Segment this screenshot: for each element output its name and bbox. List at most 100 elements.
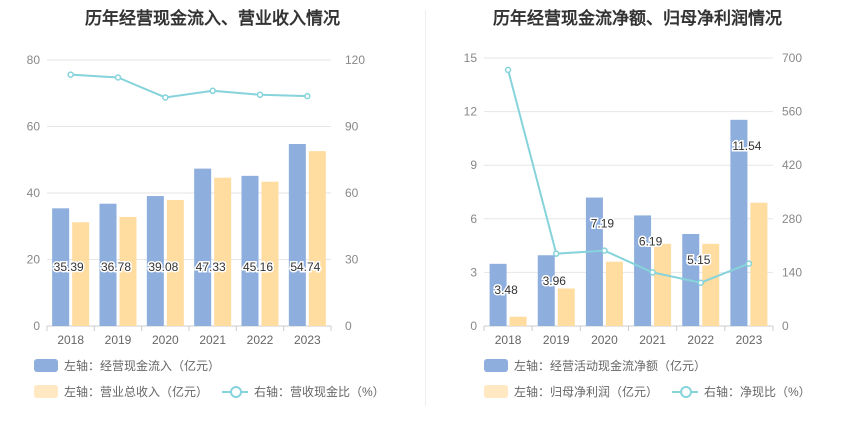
bar-secondary: [72, 222, 90, 326]
line-point: [256, 91, 264, 99]
legend-row-1: 左轴：经营活动现金流净额（亿元）: [484, 357, 720, 374]
legend-swatch: [484, 385, 508, 398]
x-axis-tick-label: 2018: [57, 333, 84, 347]
line-point: [114, 74, 122, 81]
bar-secondary: [702, 243, 720, 326]
bar-data-label: 36.78: [101, 260, 131, 274]
line-point: [601, 247, 608, 254]
bar-primary: [241, 175, 259, 326]
bar-secondary: [119, 216, 137, 326]
x-axis-tick-label: 2021: [199, 333, 226, 347]
legend-item[interactable]: 左轴：归母净利润（亿元）: [484, 383, 658, 400]
line-point: [649, 269, 656, 276]
left-axis-tick-label: 9: [470, 158, 477, 172]
chart-panel-netcash-netprofit: 历年经营现金流净额、归母净利润情况 0 3 6 9 12 15 0 140 280 420 560 7…: [425, 0, 850, 436]
legend-item[interactable]: 右轴：营收现金比（%）: [222, 383, 385, 400]
line-point: [67, 71, 74, 78]
x-axis-tick-label: 2022: [687, 333, 714, 347]
legend-swatch: [34, 359, 58, 372]
right-axis-tick-label: 140: [782, 265, 802, 279]
bar-secondary: [654, 243, 672, 326]
bar-data-label: 54.74: [290, 260, 320, 274]
legend-row-2: 左轴：归母净利润（亿元） 右轴：净现比（%）: [484, 383, 825, 400]
bar-data-label: 45.16: [243, 260, 273, 274]
x-axis-tick-label: 2023: [294, 333, 321, 347]
chart-title: 历年经营现金流净额、归母净利润情况: [493, 9, 782, 28]
bar-secondary: [750, 202, 768, 326]
panel-divider: [425, 10, 426, 406]
right-axis-tick-label: 90: [345, 120, 359, 134]
x-axis-tick-label: 2019: [543, 333, 570, 347]
line-point: [745, 260, 753, 267]
line-point: [209, 87, 216, 95]
bar-data-label: 39.08: [148, 260, 178, 274]
bar-data-label: 3.96: [543, 274, 567, 288]
x-axis-tick-label: 2020: [152, 333, 179, 347]
left-axis-tick-label: 20: [27, 253, 41, 267]
left-axis-tick-label: 80: [27, 53, 41, 67]
legend-row-2: 左轴：营业总收入（亿元） 右轴：营收现金比（%）: [34, 383, 399, 400]
left-axis-tick-label: 6: [470, 212, 477, 226]
line-point: [553, 250, 560, 257]
bar-primary: [489, 263, 507, 326]
line-series: [507, 69, 750, 284]
bar-data-label: 35.39: [54, 260, 84, 274]
chart-plot-area: 0 20 40 60 80 0 30 60 90 120 2018 2019 2020 2021 2022 2…: [27, 53, 366, 347]
left-axis-tick-label: 40: [27, 186, 41, 200]
bar-secondary: [509, 316, 527, 326]
legend-item[interactable]: 左轴：经营活动现金流净额（亿元）: [484, 357, 706, 374]
bar-data-label: 11.54: [732, 139, 761, 153]
x-axis-tick-label: 2019: [105, 333, 132, 347]
bar-primary: [634, 215, 652, 326]
bar-secondary: [166, 199, 184, 326]
right-axis-tick-label: 560: [782, 105, 802, 119]
left-axis-tick-label: 15: [464, 51, 478, 65]
left-axis-tick-label: 12: [464, 105, 478, 119]
bar-data-label: 3.48: [494, 283, 518, 297]
bar-primary: [146, 196, 164, 326]
bar-primary: [99, 203, 117, 326]
bar-secondary: [214, 177, 232, 326]
legend-line-marker-icon: [672, 385, 699, 398]
bar-primary: [288, 143, 306, 326]
right-axis-tick-label: 700: [782, 51, 802, 65]
legend-swatch: [34, 385, 58, 398]
legend-swatch: [484, 359, 508, 372]
legend-label: 左轴：营业总收入（亿元）: [64, 385, 209, 399]
left-axis-tick-label: 0: [470, 319, 477, 333]
line-point: [697, 279, 704, 286]
bar-secondary: [308, 151, 326, 326]
chart-title: 历年经营现金流入、营业收入情况: [85, 9, 340, 28]
left-axis-tick-label: 3: [470, 265, 477, 279]
bar-secondary: [605, 261, 623, 326]
legend-item[interactable]: 右轴：净现比（%）: [672, 383, 811, 400]
bar-primary: [52, 208, 70, 326]
bar-secondary: [261, 181, 279, 326]
right-axis-tick-label: 0: [782, 319, 789, 333]
legend-line-marker-icon: [222, 385, 249, 398]
legend-label: 右轴：净现比（%）: [704, 385, 811, 399]
bar-primary: [194, 168, 212, 326]
legend-item[interactable]: 左轴：营业总收入（亿元）: [34, 383, 208, 400]
bar-data-label: 47.33: [196, 260, 226, 274]
right-axis-tick-label: 0: [345, 319, 352, 333]
right-axis-tick-label: 120: [345, 53, 365, 67]
bar-data-label: 6.19: [639, 234, 663, 248]
legend-label: 左轴：归母净利润（亿元）: [514, 385, 659, 399]
x-axis-tick-label: 2022: [247, 333, 274, 347]
line-point: [162, 94, 169, 101]
legend-label: 右轴：营收现金比（%）: [254, 385, 385, 399]
right-axis-tick-label: 60: [345, 186, 359, 200]
legend-row-1: 左轴：经营现金流入（亿元）: [34, 357, 234, 374]
chart-panel-cashflow-revenue: 历年经营现金流入、营业收入情况 0 20 40 60 80 0 30 60 90 120 2018 2…: [27, 9, 399, 400]
legend-item[interactable]: 左轴：经营现金流入（亿元）: [34, 357, 220, 374]
bar-primary: [537, 255, 555, 326]
right-axis-tick-label: 30: [345, 253, 359, 267]
x-axis-tick-label: 2021: [639, 333, 666, 347]
legend-label: 左轴：经营活动现金流净额（亿元）: [514, 359, 707, 373]
x-axis-tick-label: 2020: [591, 333, 618, 347]
right-axis-tick-label: 280: [782, 212, 802, 226]
line-series: [70, 73, 308, 99]
left-axis-tick-label: 60: [27, 120, 41, 134]
bar-secondary: [557, 288, 575, 326]
